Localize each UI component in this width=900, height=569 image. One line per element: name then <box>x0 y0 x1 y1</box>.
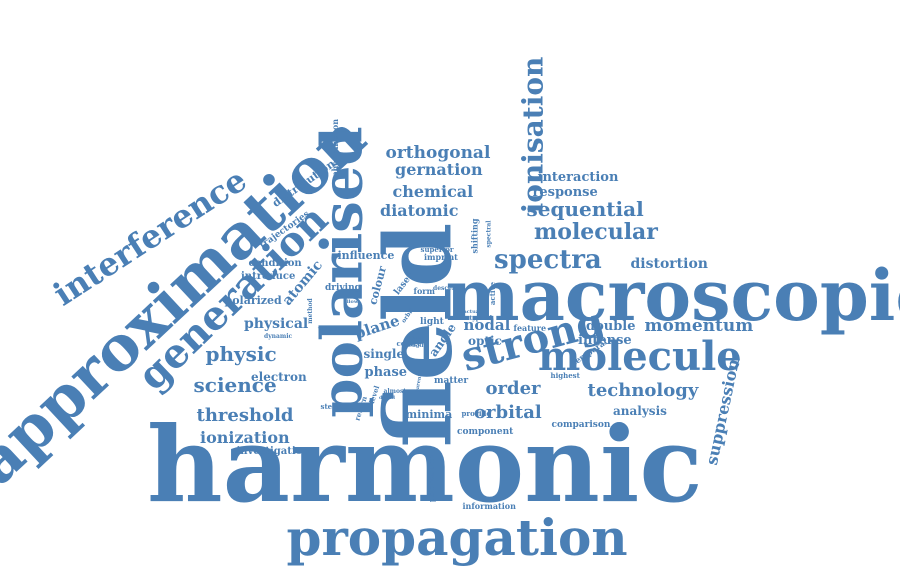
word-cloud-word: investigation <box>236 446 310 457</box>
word-cloud-word: form <box>413 286 435 296</box>
word-cloud-word: influence <box>337 248 395 262</box>
word-cloud-word: superior <box>420 244 454 254</box>
word-cloud-word: macroscopic <box>445 254 900 337</box>
word-cloud-word: feature <box>513 323 547 333</box>
word-cloud-word: light <box>420 316 444 327</box>
word-cloud-word: minima <box>405 407 453 421</box>
word-cloud-word: component <box>457 426 514 437</box>
word-cloud-word: descent <box>433 285 459 292</box>
word-cloud-word: comparison <box>551 419 611 430</box>
word-cloud-word: threshold <box>196 405 294 426</box>
word-cloud-word: polarisation <box>426 454 436 502</box>
word-cloud-word: analysis <box>613 404 667 418</box>
word-cloud-word: harmonic <box>147 403 703 526</box>
word-cloud-word: actual <box>463 308 481 315</box>
word-cloud-word: orthogonal <box>385 142 491 163</box>
word-cloud-word: method <box>306 298 314 324</box>
word-cloud-word: length <box>407 342 426 349</box>
word-cloud-word: single <box>363 347 405 361</box>
word-cloud-word: double <box>586 318 636 334</box>
word-cloud-word: introduce <box>241 271 296 282</box>
word-cloud-word: provide <box>461 408 491 418</box>
word-cloud-word: phase <box>364 364 408 380</box>
word-cloud-word: matter <box>434 375 469 386</box>
word-cloud-word: physic <box>205 342 277 366</box>
word-cloud-word: distortion <box>630 256 708 272</box>
word-cloud-word: optic <box>468 334 502 348</box>
word-cloud-word: molecular <box>534 219 658 245</box>
word-cloud-word: condition <box>248 258 302 269</box>
word-cloud-word: allow <box>343 298 359 305</box>
word-cloud-word: order <box>485 378 541 399</box>
word-cloud-word: physical <box>244 316 309 332</box>
word-cloud-word: detail <box>379 394 396 401</box>
word-cloud-word: intense <box>578 332 632 348</box>
word-cloud-word: spectra <box>494 245 602 275</box>
word-cloud-word: driving <box>325 282 361 293</box>
word-cloud-word: centre <box>396 338 422 348</box>
word-cloud-word: chemical <box>392 182 474 201</box>
word-cloud-word: imprint <box>424 252 458 262</box>
word-cloud-word: propagation <box>286 508 628 567</box>
word-cloud-word: steepest <box>320 401 354 411</box>
word-cloud-word: highest <box>550 370 580 380</box>
word-cloud-word: almost <box>383 388 407 395</box>
word-cloud-word: polarized <box>224 293 282 307</box>
word-cloud-word: science <box>193 373 277 397</box>
word-cloud-word: momentum <box>644 315 754 336</box>
word-cloud-word: typical <box>469 315 493 322</box>
word-cloud-word: nodal <box>463 315 511 334</box>
word-cloud-word: sequential <box>526 197 644 221</box>
word-cloud-word: spectral <box>485 220 493 248</box>
word-cloud-word: diatomic <box>380 201 459 220</box>
word-cloud-word: velocity <box>318 326 344 333</box>
word-cloud-word: electron <box>251 370 307 384</box>
word-cloud-word: interaction <box>537 169 619 185</box>
word-cloud-word: information <box>462 501 516 511</box>
word-cloud-word: dynamic <box>264 333 293 340</box>
word-cloud-word: ionization <box>200 428 290 447</box>
word-cloud-word: dipole <box>405 334 423 341</box>
word-cloud-word: orbital <box>474 402 542 423</box>
word-cloud-word: molecule <box>538 333 742 380</box>
word-cloud-word: phenomenon <box>330 118 341 178</box>
word-cloud-word: active <box>487 281 497 305</box>
word-cloud-word: gernation <box>395 160 483 179</box>
word-cloud-word: shifting <box>468 218 479 254</box>
word-cloud-word: technology <box>587 380 699 401</box>
word-cloud-word: response <box>532 184 598 200</box>
